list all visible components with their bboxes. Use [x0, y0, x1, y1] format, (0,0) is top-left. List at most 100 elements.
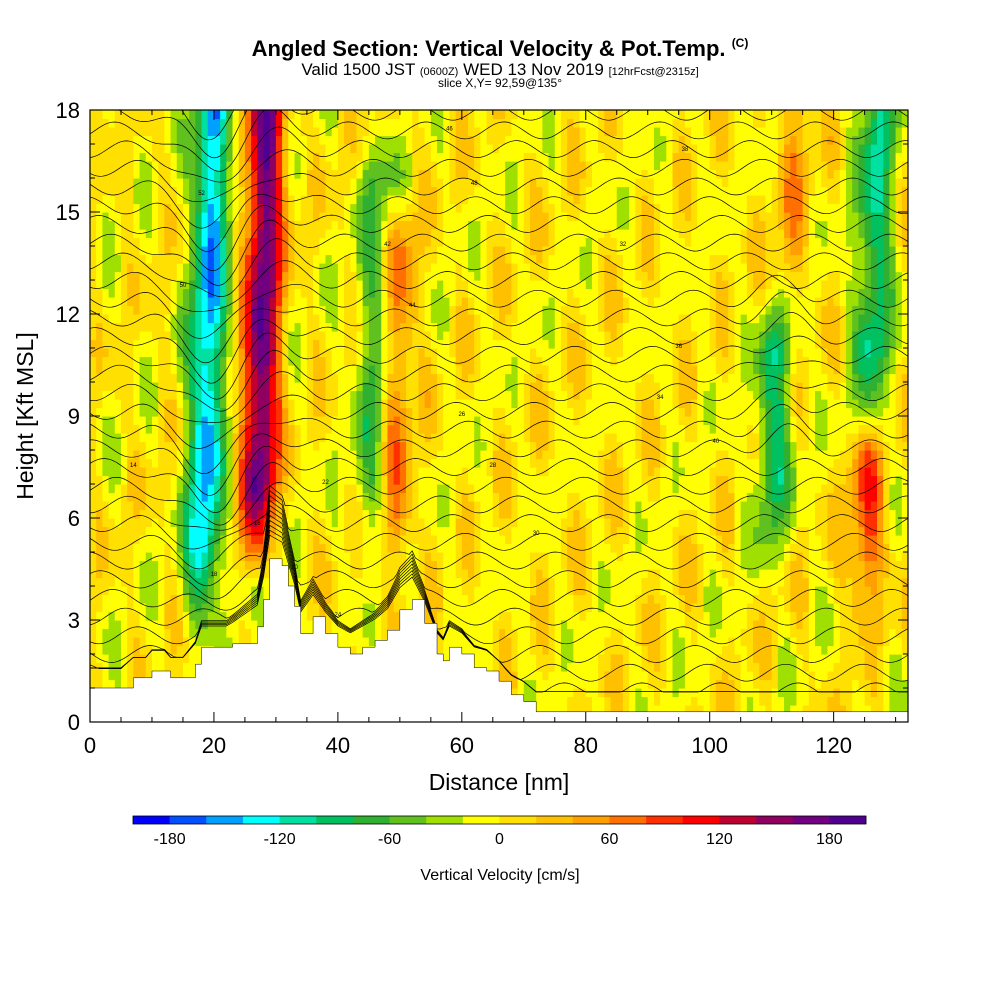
velocity-cell — [238, 535, 246, 545]
velocity-cell — [418, 484, 426, 494]
velocity-cell — [362, 356, 370, 366]
velocity-cell — [499, 475, 506, 485]
velocity-cell — [213, 467, 221, 477]
velocity-cell — [344, 586, 351, 596]
velocity-cell — [387, 271, 395, 281]
velocity-cell — [443, 297, 451, 307]
velocity-cell — [108, 382, 116, 392]
velocity-cell — [511, 492, 519, 502]
velocity-cell — [238, 110, 246, 120]
velocity-cell — [474, 535, 482, 545]
velocity-cell — [182, 322, 190, 332]
velocity-cell — [213, 543, 221, 553]
velocity-cell — [437, 390, 444, 400]
velocity-cell — [232, 110, 240, 120]
velocity-cell — [120, 110, 128, 120]
velocity-cell — [344, 229, 351, 239]
velocity-cell — [170, 263, 178, 273]
velocity-cell — [406, 348, 413, 358]
velocity-cell — [455, 569, 463, 579]
velocity-cell — [226, 331, 234, 341]
velocity-cell — [102, 654, 110, 664]
velocity-cell — [108, 518, 116, 528]
velocity-cell — [449, 450, 457, 460]
velocity-cell — [331, 229, 339, 239]
velocity-cell — [269, 458, 277, 468]
velocity-cell — [133, 314, 141, 324]
velocity-cell — [505, 297, 512, 307]
velocity-cell — [511, 203, 519, 213]
velocity-cell — [207, 526, 215, 536]
velocity-cell — [319, 169, 327, 179]
velocity-cell — [499, 382, 506, 392]
velocity-cell — [300, 263, 308, 273]
velocity-cell — [220, 280, 227, 290]
velocity-cell — [127, 152, 134, 162]
velocity-cell — [461, 603, 469, 613]
velocity-cell — [238, 195, 246, 205]
velocity-cell — [480, 390, 488, 400]
velocity-cell — [461, 144, 469, 154]
velocity-cell — [170, 560, 178, 570]
velocity-cell — [182, 212, 190, 222]
velocity-cell — [381, 305, 389, 315]
velocity-cell — [127, 322, 134, 332]
velocity-cell — [269, 365, 277, 375]
subtitle-forecast: [12hrFcst@2315z] — [608, 66, 699, 78]
velocity-cell — [499, 246, 506, 256]
velocity-cell — [251, 339, 258, 349]
velocity-cell — [226, 271, 234, 281]
velocity-cell — [275, 535, 283, 545]
velocity-cell — [499, 645, 506, 655]
velocity-cell — [393, 467, 401, 477]
velocity-cell — [480, 271, 488, 281]
velocity-cell — [430, 458, 438, 468]
velocity-cell — [288, 365, 296, 375]
velocity-cell — [443, 560, 451, 570]
velocity-cell — [437, 348, 444, 358]
velocity-cell — [164, 484, 172, 494]
velocity-cell — [492, 144, 500, 154]
velocity-cell — [499, 526, 506, 536]
velocity-cell — [331, 220, 339, 230]
velocity-cell — [486, 195, 494, 205]
velocity-cell — [213, 237, 221, 247]
velocity-cell — [96, 407, 103, 417]
velocity-cell — [238, 441, 246, 451]
velocity-cell — [96, 654, 103, 664]
velocity-cell — [232, 424, 240, 434]
velocity-cell — [393, 263, 401, 273]
velocity-cell — [251, 416, 258, 426]
velocity-cell — [151, 331, 159, 341]
velocity-cell — [424, 288, 432, 298]
velocity-cell — [108, 229, 116, 239]
velocity-cell — [114, 416, 122, 426]
velocity-cell — [139, 424, 147, 434]
velocity-cell — [300, 305, 308, 315]
velocity-cell — [90, 365, 97, 375]
velocity-cell — [368, 458, 376, 468]
velocity-cell — [461, 569, 469, 579]
velocity-cell — [133, 433, 141, 443]
velocity-cell — [207, 127, 215, 137]
velocity-cell — [114, 339, 122, 349]
velocity-cell — [455, 348, 463, 358]
velocity-cell — [362, 203, 370, 213]
velocity-cell — [226, 518, 234, 528]
velocity-cell — [443, 271, 451, 281]
velocity-cell — [424, 450, 432, 460]
velocity-cell — [350, 144, 358, 154]
velocity-cell — [244, 322, 252, 332]
velocity-cell — [331, 212, 339, 222]
velocity-cell — [406, 399, 413, 409]
velocity-cell — [480, 577, 488, 587]
velocity-cell — [226, 365, 234, 375]
velocity-cell — [195, 535, 203, 545]
velocity-cell — [244, 577, 252, 587]
velocity-cell — [300, 458, 308, 468]
velocity-cell — [325, 186, 333, 196]
velocity-cell — [269, 450, 277, 460]
velocity-cell — [300, 365, 308, 375]
velocity-cell — [362, 288, 370, 298]
velocity-cell — [263, 220, 271, 230]
